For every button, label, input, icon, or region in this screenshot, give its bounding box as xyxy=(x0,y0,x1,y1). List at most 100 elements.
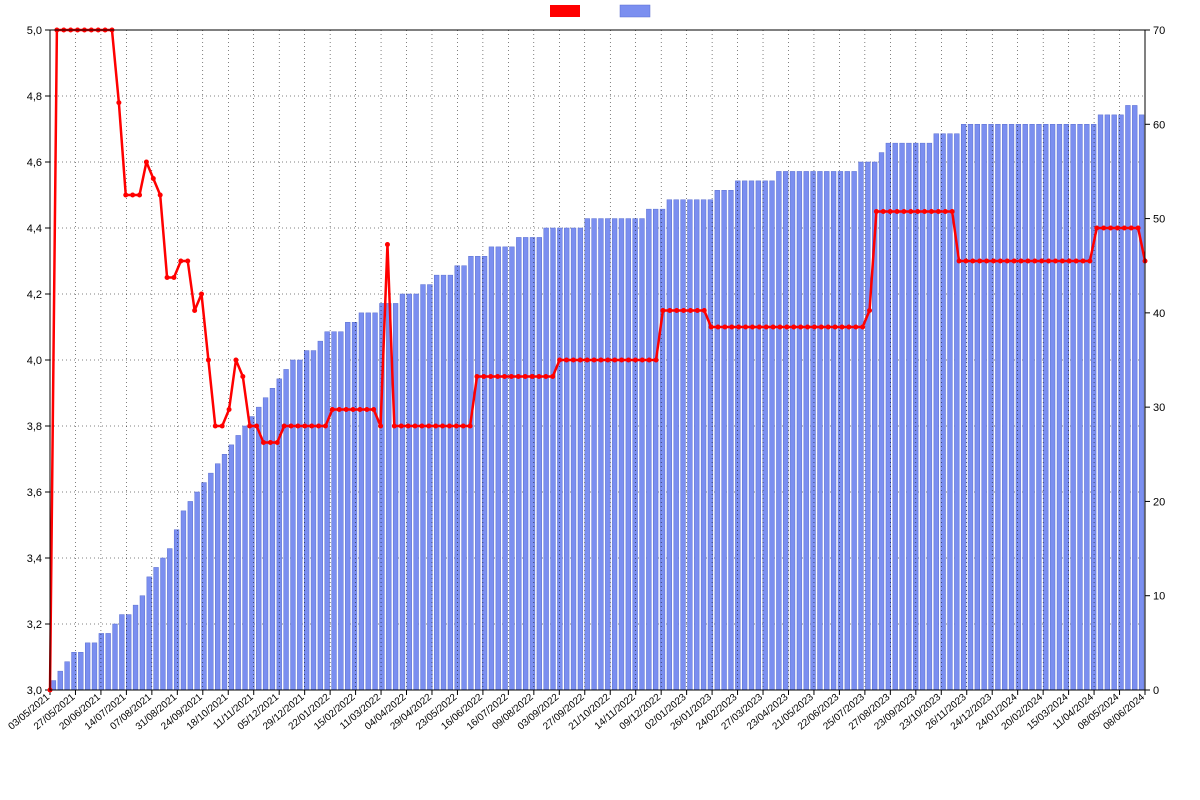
line-marker xyxy=(171,275,176,280)
bar xyxy=(85,643,90,690)
line-marker xyxy=(991,259,996,264)
bar xyxy=(694,200,699,690)
bar xyxy=(325,332,330,690)
bar xyxy=(496,247,501,690)
bar xyxy=(297,360,302,690)
y-left-label: 3,8 xyxy=(27,421,42,433)
line-marker xyxy=(901,209,906,214)
bar xyxy=(249,417,254,690)
bar xyxy=(838,171,843,690)
bar xyxy=(243,426,248,690)
line-marker xyxy=(1087,259,1092,264)
bar xyxy=(202,483,207,690)
line-marker xyxy=(867,308,872,313)
bar xyxy=(687,200,692,690)
bar xyxy=(1084,124,1089,690)
bar xyxy=(1037,124,1042,690)
line-marker xyxy=(523,374,528,379)
line-marker xyxy=(468,424,473,429)
line-marker xyxy=(729,325,734,330)
bar xyxy=(1043,124,1048,690)
y-left-label: 4,6 xyxy=(27,157,42,169)
line-marker xyxy=(1039,259,1044,264)
line-marker xyxy=(1032,259,1037,264)
line-marker xyxy=(282,424,287,429)
bar xyxy=(578,228,583,690)
line-marker xyxy=(660,308,665,313)
line-marker xyxy=(943,209,948,214)
y-right-label: 20 xyxy=(1153,496,1165,508)
bar xyxy=(482,256,487,690)
bar xyxy=(681,200,686,690)
bar xyxy=(318,341,323,690)
line-marker xyxy=(557,358,562,363)
bar xyxy=(154,567,159,690)
bar xyxy=(304,351,309,690)
bar xyxy=(886,143,891,690)
line-marker xyxy=(1005,259,1010,264)
bar xyxy=(1132,105,1137,690)
line-marker xyxy=(413,424,418,429)
bar xyxy=(462,266,467,690)
line-marker xyxy=(247,424,252,429)
line-marker xyxy=(1046,259,1051,264)
line-marker xyxy=(667,308,672,313)
bar xyxy=(167,549,172,690)
bar xyxy=(1071,124,1076,690)
bar xyxy=(441,275,446,690)
line-marker xyxy=(178,259,183,264)
line-marker xyxy=(963,259,968,264)
bar xyxy=(1112,115,1117,690)
line-marker xyxy=(709,325,714,330)
line-marker xyxy=(254,424,259,429)
line-marker xyxy=(998,259,1003,264)
bar xyxy=(934,134,939,690)
line-marker xyxy=(474,374,479,379)
line-marker xyxy=(812,325,817,330)
bar xyxy=(78,652,83,690)
bar xyxy=(995,124,1000,690)
bar xyxy=(291,360,296,690)
line-marker xyxy=(378,424,383,429)
line-marker xyxy=(357,407,362,412)
bar xyxy=(859,162,864,690)
line-marker xyxy=(316,424,321,429)
line-marker xyxy=(206,358,211,363)
bar xyxy=(776,171,781,690)
bar xyxy=(797,171,802,690)
bar xyxy=(147,577,152,690)
line-marker xyxy=(165,275,170,280)
bar xyxy=(427,285,432,690)
line-marker xyxy=(509,374,514,379)
line-marker xyxy=(1122,226,1127,231)
line-marker xyxy=(888,209,893,214)
line-marker xyxy=(364,407,369,412)
line-marker xyxy=(185,259,190,264)
line-marker xyxy=(784,325,789,330)
line-marker xyxy=(1053,259,1058,264)
bar xyxy=(181,511,186,690)
bar xyxy=(516,237,521,690)
bar xyxy=(722,190,727,690)
line-marker xyxy=(1081,259,1086,264)
line-marker xyxy=(536,374,541,379)
line-marker xyxy=(261,440,266,445)
line-marker xyxy=(846,325,851,330)
bar xyxy=(592,219,597,690)
bar xyxy=(653,209,658,690)
line-marker xyxy=(722,325,727,330)
bar xyxy=(674,200,679,690)
bar xyxy=(619,219,624,690)
bar xyxy=(1050,124,1055,690)
bar xyxy=(982,124,987,690)
line-marker xyxy=(530,374,535,379)
line-marker xyxy=(839,325,844,330)
line-marker xyxy=(778,325,783,330)
bar xyxy=(845,171,850,690)
bar xyxy=(1105,115,1110,690)
line-marker xyxy=(571,358,576,363)
line-marker xyxy=(578,358,583,363)
bar xyxy=(633,219,638,690)
bar xyxy=(763,181,768,690)
bar xyxy=(879,153,884,690)
